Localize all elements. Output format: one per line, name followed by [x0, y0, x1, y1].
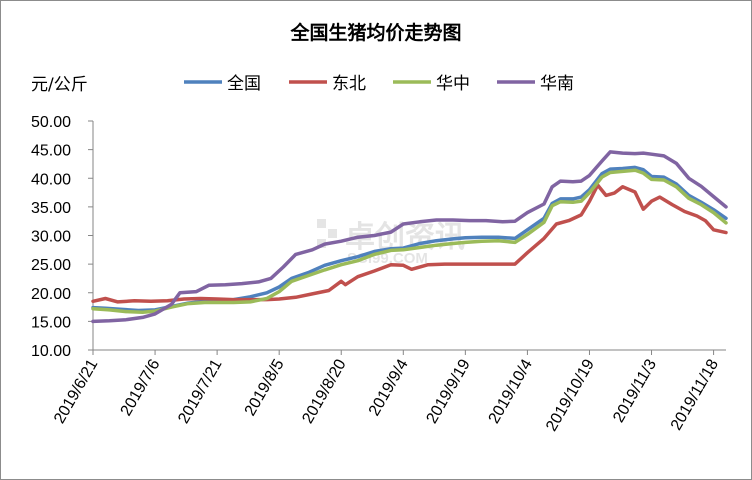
y-tick-label: 15.00: [31, 314, 71, 331]
series-line-3: [91, 168, 728, 314]
series-line-2: [91, 183, 728, 304]
y-tick-label: 35.00: [31, 200, 71, 217]
x-tick-label: 2019/8/5: [242, 356, 288, 419]
y-tick-label: 10.00: [31, 343, 71, 360]
x-tick-label: 2019/10/19: [543, 356, 598, 434]
x-tick-label: 2019/8/20: [299, 356, 349, 426]
x-tick-label: 2019/7/21: [175, 356, 225, 426]
x-tick-label: 2019/9/4: [366, 356, 412, 419]
series-line-4: [91, 150, 728, 324]
y-tick-label: 50.00: [31, 114, 71, 131]
x-tick-label: 2019/11/3: [610, 356, 660, 425]
y-tick-label: 20.00: [31, 286, 71, 303]
x-tick-label: 2019/11/18: [668, 356, 722, 433]
y-tick-label: 30.00: [31, 229, 71, 246]
chart-title: 全国生猪均价走势图: [289, 21, 461, 44]
legend-label-2: 东北: [332, 74, 366, 94]
legend-label-1: 全国: [227, 74, 261, 94]
x-axis: 2019/6/21 2019/7/6 2019/7/21 2019/8/5 2019/8…: [51, 349, 726, 434]
x-tick-label: 2019/10/4: [486, 356, 536, 426]
y-tick-label: 25.00: [31, 257, 71, 274]
y-tick-label: 45.00: [31, 143, 71, 160]
y-axis: 10.00 15.00 20.00 25.00 30.00 35.00 40.00 45.00…: [31, 114, 94, 360]
y-tick-label: 40.00: [31, 171, 71, 188]
legend: 全国 东北 华中 华南: [184, 74, 574, 94]
legend-label-3: 华中: [436, 74, 470, 94]
legend-label-4: 华南: [540, 74, 574, 94]
x-tick-label: 2019/7/6: [118, 356, 164, 419]
x-tick-label: 2019/9/19: [424, 356, 474, 426]
series-lines: [91, 150, 728, 324]
y-unit-label: 元/公斤: [31, 75, 88, 95]
x-tick-label: 2019/6/21: [51, 356, 101, 426]
